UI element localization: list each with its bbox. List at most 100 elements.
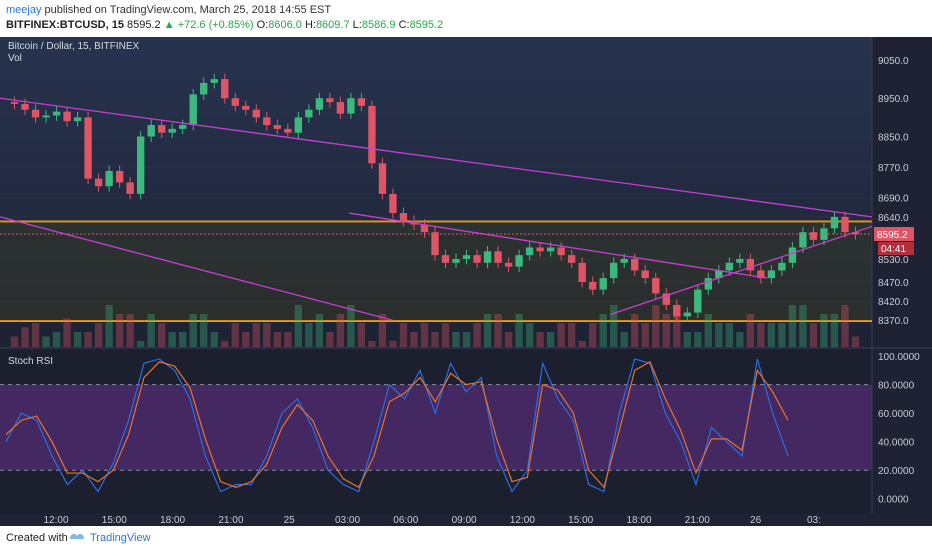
volume-bar [641,323,649,347]
candle [336,102,345,114]
trend-line [0,97,873,218]
volume-bar [115,314,124,347]
price-tick-label: 8370.0 [878,316,909,327]
stoch-pane-title: Stoch RSI [8,356,53,367]
author-link[interactable]: meejay [6,4,42,16]
volume-bar [273,332,281,347]
volume-bar [284,332,292,347]
volume-bar [158,323,166,347]
candle [189,94,197,126]
time-tick-label: 15:00 [568,515,593,526]
low-value: 8586.9 [361,19,396,31]
volume-bar [441,323,450,347]
publish-line: meejay published on TradingView.com, Mar… [6,4,331,16]
volume-bar [683,332,691,347]
candle [357,98,366,106]
volume-bar [525,323,534,347]
candle [652,278,660,294]
time-tick-label: 12:00 [510,515,535,526]
price-tick-label: 8850.0 [878,133,909,144]
volume-bar [31,323,40,347]
time-tick-label: 03: [807,515,821,526]
volume-bar [610,305,618,347]
stoch-tick-label: 40.0000 [878,438,915,449]
volume-bar [73,332,82,347]
candle [115,170,124,183]
volume-bar [767,323,776,347]
candle [399,213,408,221]
candle [126,182,134,194]
candle [830,216,839,229]
candle [389,193,397,214]
candle [94,178,103,187]
volume-bar [694,332,702,347]
volume-bar [378,314,387,347]
candle [273,125,281,129]
ohlc-line: BITFINEX:BTCUSD, 15 8595.2 ▲ +72.6 (+0.8… [6,19,443,31]
volume-bar [21,327,29,347]
trend-line [610,225,873,316]
published-text: published on TradingView.com, March 25, … [44,4,332,16]
x-axis-band [0,513,932,526]
close-label: C: [398,19,410,31]
candle [462,255,471,259]
candle [515,255,523,267]
price-tick-label: 8690.0 [878,194,909,205]
volume-bar [326,332,334,347]
volume-bar [462,332,471,347]
tradingview-link[interactable]: TradingView [90,532,151,544]
volume-bar [42,336,50,347]
candle [851,232,860,235]
volume-bar [420,323,429,347]
volume-bar [357,323,366,347]
volume-bar [399,323,408,347]
last-price-tag [874,227,914,242]
price-tick-label: 8770.0 [878,163,909,174]
candle [31,109,40,118]
price-tick-label: 8530.0 [878,255,909,266]
close-value: 8595.2 [409,19,444,31]
candle [326,98,334,103]
time-tick-label: 21:00 [685,515,710,526]
candle [452,258,460,263]
volume-bar [673,314,681,347]
volume-bar [830,314,839,347]
candle [42,115,50,118]
price-chart[interactable]: 9050.0 8950.0 8850.0 8770.0 8690.0 8640.0 8530… [0,37,932,526]
volume-bar [294,305,303,347]
stoch-tick-label: 60.0000 [878,409,915,420]
price-tick-label: 8420.0 [878,297,909,308]
price-tick-label: 8950.0 [878,94,909,105]
volume-bar [799,305,807,347]
open-value: 8606.0 [268,19,302,31]
candle [221,79,229,99]
volume-bar [431,332,439,347]
time-tick-label: 18:00 [160,515,185,526]
candle [105,170,113,187]
chart-header: meejay published on TradingView.com, Mar… [0,0,932,37]
volume-bar [452,332,460,347]
candle [368,105,376,164]
price-tick-label: 9050.0 [878,56,909,67]
volume-bar [557,323,565,347]
candle [242,105,250,110]
candle [620,258,628,263]
candle [147,125,155,137]
high-label: H: [304,19,316,31]
volume-bar [788,305,797,347]
volume-bar [620,332,628,347]
candle [610,262,618,279]
candle [683,312,691,317]
candle [788,247,797,263]
volume-bar [483,314,492,347]
candle [231,98,239,106]
volume-bar [136,341,145,347]
candle [420,224,429,233]
volume-bar [715,323,723,347]
volume-bar [52,332,61,347]
volume-bar [94,323,103,347]
volume-bar [84,332,92,347]
last-price: 8595.2 [127,19,161,31]
volume-bar [589,323,597,347]
stoch-band [0,384,872,471]
